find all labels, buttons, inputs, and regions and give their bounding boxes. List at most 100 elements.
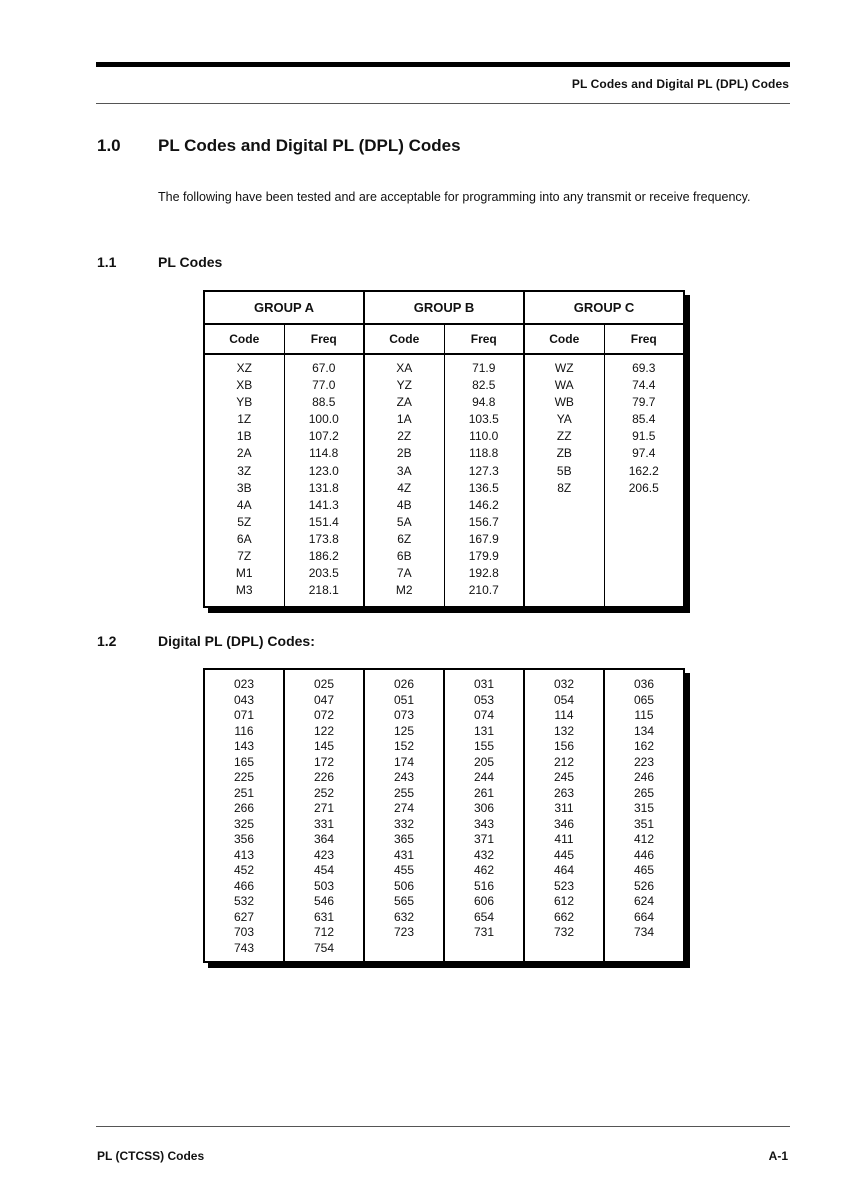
table-cell: 466 [233,878,255,893]
table-cell: 5A [363,513,444,531]
table-cell [603,548,684,566]
table-cell: 1Z [237,412,252,427]
table-cell: 723 [363,925,444,941]
table-cell: 192.8 [443,565,524,583]
table-row: 6A 173.8 6Z 167.9 [204,530,684,549]
table-cell [523,496,604,514]
table-cell: XZ [236,361,252,375]
table-cell: 1A [363,411,444,429]
table-cell: 464 [523,863,604,879]
table-cell: M3 [235,583,253,598]
footer-title: PL (CTCSS) Codes [97,1149,205,1163]
table-cell: 523 [523,878,604,894]
table-cell: 053 [443,692,524,708]
table-cell: YZ [363,377,444,395]
table-cell: 251 [233,785,255,800]
table-cell: 162.2 [603,462,684,480]
table-cell: 8Z [523,479,604,497]
table-cell: 103.5 [443,411,524,429]
table-cell [363,940,444,962]
table-cell: 226 [283,770,364,786]
table-cell: 136.5 [443,479,524,497]
table-cell: XA [363,354,444,378]
table-cell: 516 [443,878,524,894]
table-cell: 413 [233,847,255,862]
header-divider [96,103,790,104]
table-cell: 156 [523,739,604,755]
table-cell: 043 [233,692,255,707]
table-cell: ZB [523,445,604,463]
table-cell: 100.0 [283,411,364,429]
table-cell: 4B [363,496,444,514]
table-cell [523,940,604,962]
table-row: 143 145 152 155 156 162 [204,739,684,755]
table-cell: 734 [603,925,684,941]
table-cell [603,513,684,531]
freq-column-header: Freq [603,324,684,355]
table-cell: 032 [523,669,604,693]
table-cell [523,565,604,583]
table-cell: 025 [283,669,364,693]
table-cell: 146.2 [443,496,524,514]
table-cell: 627 [233,909,255,924]
table-cell: 306 [443,801,524,817]
table-cell: 162 [603,739,684,755]
table-cell: 94.8 [443,394,524,412]
table-cell: 351 [603,816,684,832]
table-cell: 664 [603,909,684,925]
table-cell: 6A [236,531,252,546]
column-header-row: Code Freq Code Freq Code Freq [204,324,684,355]
table-cell: 114.8 [283,445,364,463]
group-a-header: GROUP A [204,291,364,325]
table-cell: 107.2 [283,428,364,446]
table-cell: 071 [233,708,255,722]
table-cell: 212 [523,754,604,770]
table-row: 466 503 506 516 523 526 [204,878,684,894]
pl-codes-table-body: XZ 67.0 XA 71.9 WZ 69.3 XB 77.0 YZ 82.5 WA 74.4 YB 88… [204,354,684,608]
freq-column-header: Freq [283,324,364,355]
table-cell: 265 [603,785,684,801]
section-1-2-title: Digital PL (DPL) Codes: [158,633,315,649]
table-cell: 263 [523,785,604,801]
section-1-1-number: 1.1 [97,254,117,270]
table-cell: 455 [363,863,444,879]
table-cell: 91.5 [603,428,684,446]
table-row: 627 631 632 654 662 664 [204,909,684,925]
table-row: 413 423 431 432 445 446 [204,847,684,863]
table-cell [603,582,684,608]
table-cell: 82.5 [443,377,524,395]
table-cell: 331 [283,816,364,832]
table-cell: 411 [523,832,604,848]
table-cell: 332 [363,816,444,832]
table-cell: 179.9 [443,548,524,566]
table-cell: 1B [236,429,252,444]
table-cell [523,530,604,549]
section-1-1-title: PL Codes [158,254,223,270]
table-cell: 526 [603,878,684,894]
table-cell: 412 [603,832,684,848]
table-row: 1B 107.2 2Z 110.0 ZZ 91.5 [204,428,684,446]
group-b-header: GROUP B [363,291,524,325]
table-cell: 036 [603,669,684,693]
table-cell: 073 [363,708,444,724]
table-cell: 141.3 [283,496,364,514]
table-cell: 506 [363,878,444,894]
table-cell: 225 [233,770,255,784]
table-row: 703 712 723 731 732 734 [204,925,684,941]
top-rule [96,62,790,67]
table-cell: 051 [363,692,444,708]
table-row: 532 546 565 606 612 624 [204,894,684,910]
table-row: 165 172 174 205 212 223 [204,754,684,770]
table-row: 5Z 151.4 5A 156.7 [204,513,684,531]
table-row: 3B 131.8 4Z 136.5 8Z 206.5 [204,479,684,497]
table-cell: 632 [363,909,444,925]
table-cell: 244 [443,770,524,786]
table-cell: 346 [523,816,604,832]
table-cell: 261 [443,785,524,801]
section-1-0-number: 1.0 [97,136,121,155]
table-cell: 67.0 [283,354,364,378]
code-column-header: Code [204,324,284,355]
table-cell: 205 [443,754,524,770]
table-cell: 364 [283,832,364,848]
table-row: 743 754 [204,940,684,962]
